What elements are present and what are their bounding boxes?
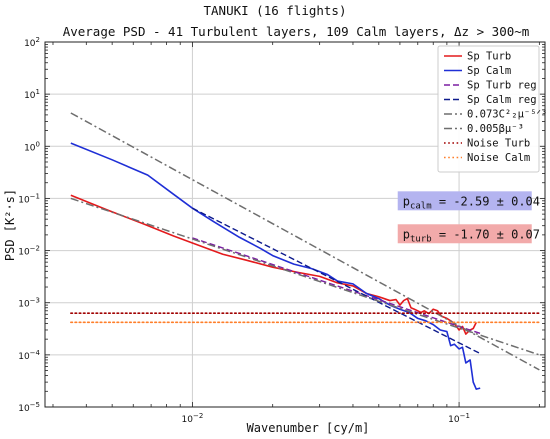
y-tick-label: 10−5: [18, 401, 40, 414]
series-line-5: [70, 112, 540, 371]
legend-label-6: 0.005βμ⁻³: [467, 123, 524, 135]
y-tick-label: 102: [24, 36, 40, 49]
legend-label-5: 0.073C²₂μ⁻⁵ᐟ³: [467, 109, 547, 121]
y-tick-label: 10−2: [18, 245, 40, 258]
x-axis-label: Wavenumber [cy/m]: [247, 421, 370, 435]
annotations: pcalm = -2.59 ± 0.04 pturb = -1.70 ± 0.07: [397, 191, 540, 244]
y-axis-label: PSD [K²·s]: [3, 189, 17, 261]
series-layer: [70, 112, 541, 390]
y-tick-label: 100: [24, 140, 40, 153]
annotation-text-2: pturb = -1.70 ± 0.07: [403, 227, 540, 244]
series-line-3: [192, 237, 481, 335]
plot-frame-rect: [44, 41, 546, 408]
legend-label-8: Noise Calm: [467, 152, 530, 164]
series-line-6: [70, 197, 540, 356]
chart-subtitle: Average PSD - 41 Turbulent layers, 109 C…: [63, 24, 530, 39]
legend-box: [437, 45, 540, 173]
chart-title: TANUKI (16 flights): [204, 3, 347, 18]
annotation-text-1: pcalm = -2.59 ± 0.04: [403, 194, 540, 211]
y-tick-label: 10−3: [18, 297, 40, 310]
plot-frame: [44, 41, 546, 408]
legend-label-4: Sp Calm reg: [467, 94, 537, 106]
annotation-box-1: [397, 191, 532, 211]
annotation-box-2: [397, 224, 532, 244]
y-tick-label: 10−4: [18, 349, 40, 362]
tick-labels: 10−2 10−1 102 101 100 10−1 10−2 10−3 10−4 10−5: [18, 36, 470, 425]
x-tick-label: 10−2: [182, 412, 204, 425]
legend-label-2: Sp Calm: [467, 65, 511, 77]
x-tick-label: 10−1: [448, 412, 470, 425]
legend-label-3: Sp Turb reg: [467, 80, 537, 92]
legend-label-7: Noise Turb: [467, 138, 530, 150]
legend-label-1: Sp Turb: [467, 51, 511, 63]
legend: Sp Turb Sp Calm Sp Turb reg Sp Calm reg 0.07…: [437, 45, 547, 173]
y-tick-label: 101: [24, 88, 40, 101]
y-tick-label: 10−1: [18, 192, 40, 205]
